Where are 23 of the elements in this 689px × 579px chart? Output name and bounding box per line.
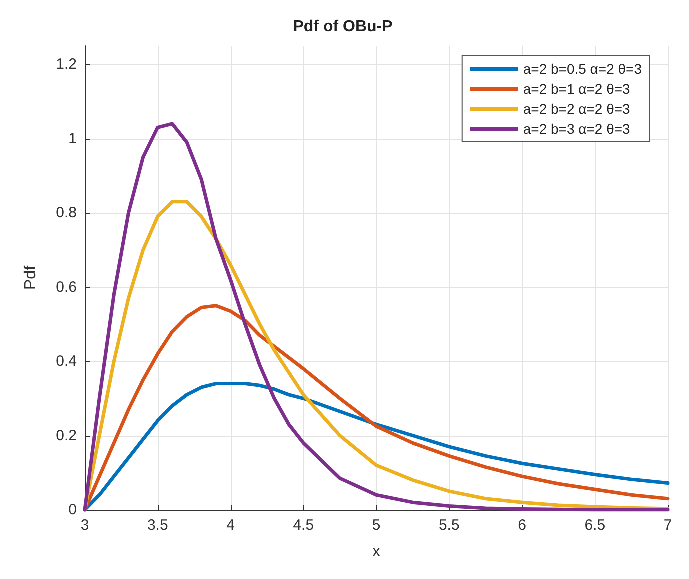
legend-label: a=2 b=1 α=2 θ=3	[523, 81, 631, 97]
legend-label: a=2 b=2 α=2 θ=3	[523, 101, 631, 117]
y-tick-label: 1	[68, 130, 77, 148]
y-tick-label: 0.6	[56, 278, 77, 296]
y-axis-title: Pdf	[22, 265, 40, 290]
x-tick-label: 7	[664, 517, 672, 534]
x-tick-label: 4	[226, 517, 235, 534]
x-tick-label: 6.5	[584, 517, 606, 534]
x-tick-label: 4.5	[293, 517, 314, 534]
x-tick-label: 6	[518, 517, 526, 534]
x-tick-label: 3.5	[147, 517, 168, 534]
legend-label: a=2 b=3 α=2 θ=3	[523, 121, 631, 137]
y-tick-label: 0.2	[56, 427, 77, 444]
y-tick-label: 0.4	[56, 353, 77, 370]
x-axis-title: x	[372, 544, 380, 560]
x-tick-label: 3	[80, 517, 90, 534]
y-tick-label: 0	[68, 502, 77, 518]
x-tick-label: 5.5	[438, 517, 460, 534]
chart-title: Pdf of OBu-P	[293, 18, 394, 36]
y-tick-label: 1.2	[56, 56, 77, 74]
y-tick-label: 0.8	[56, 204, 77, 222]
x-tick-label: 5	[372, 517, 381, 534]
legend-label: a=2 b=0.5 α=2 θ=3	[523, 61, 642, 77]
